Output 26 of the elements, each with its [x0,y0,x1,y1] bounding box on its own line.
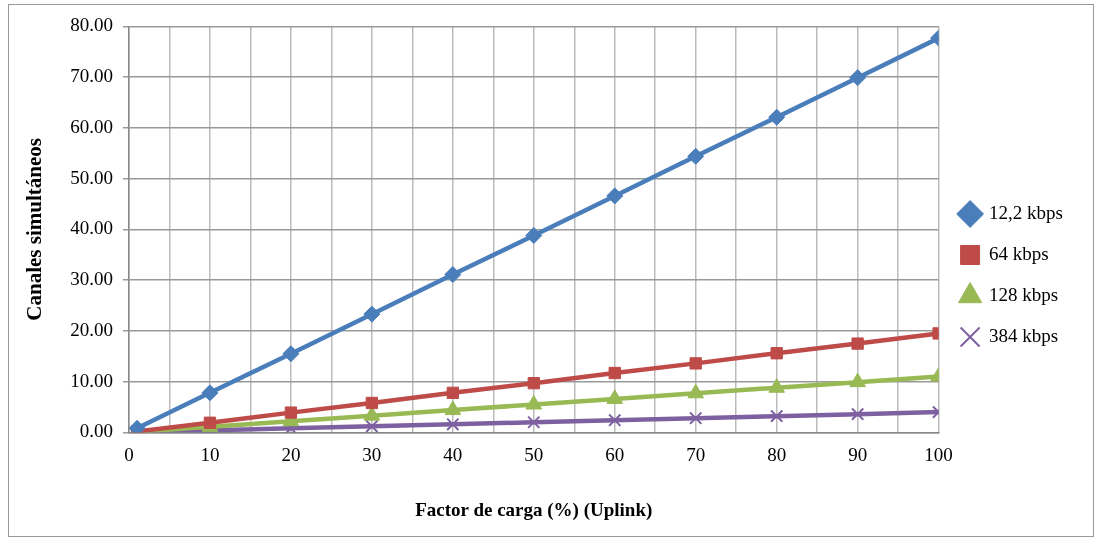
legend-label: 64 kbps [989,242,1049,264]
x-tick-label: 10 [200,443,220,465]
y-tick-label: 0.00 [79,420,113,442]
x-tick-label: 80 [767,443,787,465]
x-tick-label: 20 [281,443,301,465]
y-tick-label: 50.00 [70,166,113,188]
x-tick-label: 50 [524,443,544,465]
y-tick-label: 70.00 [70,65,113,87]
y-tick-label: 10.00 [70,369,113,391]
x-tick-label: 90 [848,443,868,465]
x-axis-title: Factor de carga (%) (Uplink) [415,498,653,521]
legend-label: 128 kbps [989,283,1059,305]
y-tick-label: 20.00 [70,318,113,340]
y-axis-title: Canales simultáneos [22,138,47,321]
x-tick-label: 30 [362,443,382,465]
legend-label: 384 kbps [989,324,1059,346]
x-tick-label: 60 [605,443,625,465]
legend-label: 12,2 kbps [989,201,1064,223]
x-tick-label: 40 [443,443,463,465]
y-tick-label: 80.00 [70,14,113,36]
y-tick-label: 30.00 [70,268,113,290]
x-tick-label: 70 [686,443,706,465]
x-tick-label: 100 [924,443,953,465]
y-tick-label: 40.00 [70,217,113,239]
y-tick-label: 60.00 [70,115,113,137]
x-tick-label: 0 [124,443,134,465]
